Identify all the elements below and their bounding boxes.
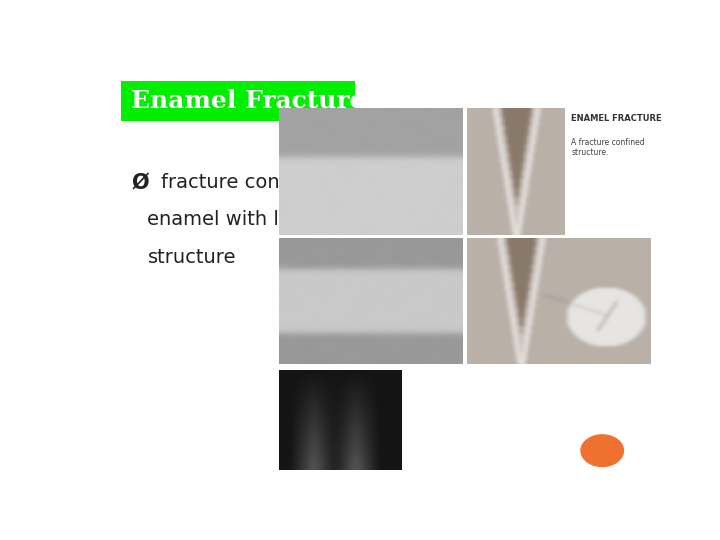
Circle shape — [581, 435, 624, 467]
Text: structure: structure — [148, 248, 236, 267]
Text: Enamel Fracture: Enamel Fracture — [131, 89, 365, 113]
Text: Ø: Ø — [132, 173, 150, 193]
Text: fracture confined to the: fracture confined to the — [161, 173, 392, 192]
FancyBboxPatch shape — [121, 82, 355, 121]
Text: enamel with loss of tooth: enamel with loss of tooth — [148, 210, 395, 230]
Text: ENAMEL FRACTURE: ENAMEL FRACTURE — [572, 114, 662, 123]
Text: A fracture confined
structure.: A fracture confined structure. — [572, 138, 645, 157]
